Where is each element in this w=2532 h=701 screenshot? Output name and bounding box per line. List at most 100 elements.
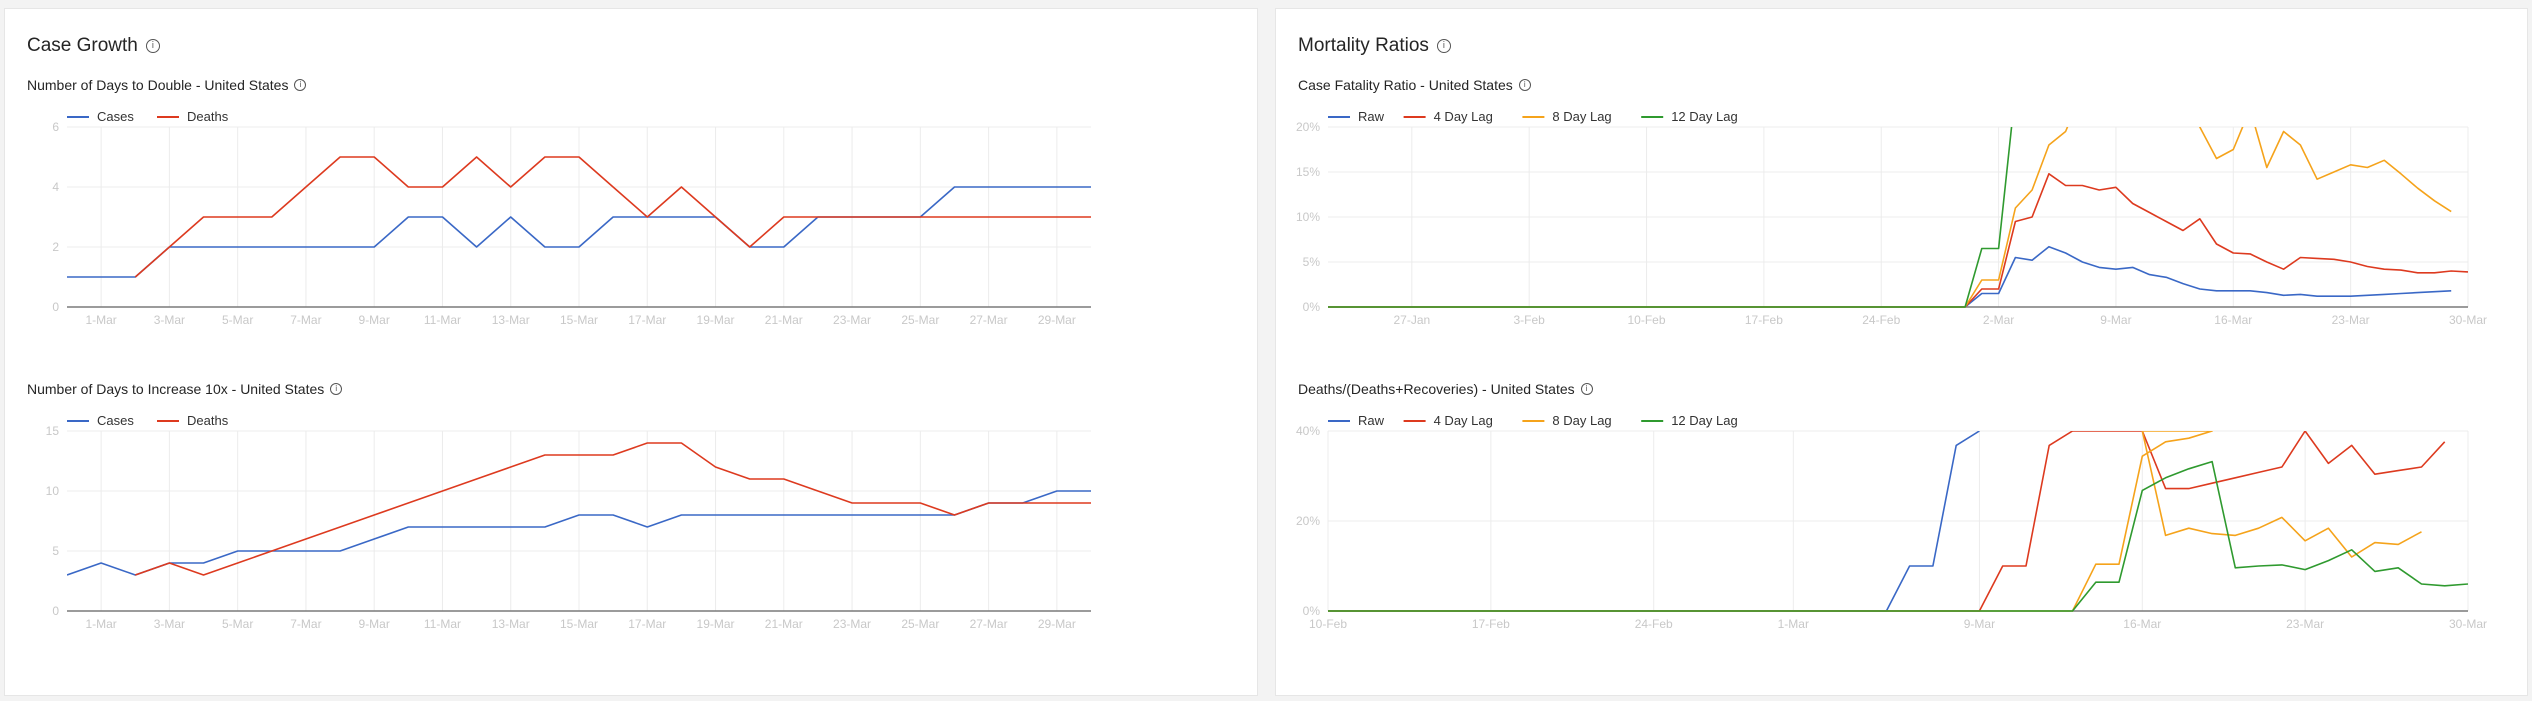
- x-tick-label: 9-Mar: [359, 313, 390, 327]
- y-tick-label: 4: [52, 180, 59, 194]
- x-tick-label: 17-Mar: [628, 617, 666, 631]
- x-tick-label: 9-Mar: [2100, 313, 2131, 327]
- x-tick-label: 19-Mar: [697, 617, 735, 631]
- series-line-raw[interactable]: [1328, 245, 2452, 308]
- series-line-cases[interactable]: [67, 186, 1125, 278]
- series-line-12-day-lag[interactable]: [1328, 91, 2015, 308]
- series-line-deaths[interactable]: [135, 442, 1091, 576]
- legend-item-8-day-lag[interactable]: 8 Day Lag: [1522, 413, 1612, 428]
- x-tick-label: 3-Feb: [1513, 313, 1545, 327]
- legend-item-raw[interactable]: Raw: [1328, 413, 1385, 428]
- info-icon[interactable]: i: [330, 383, 343, 395]
- legend-item-deaths[interactable]: Deaths: [157, 413, 229, 428]
- y-tick-label: 20%: [1296, 120, 1320, 134]
- chart-title-days-to-double: Number of Days to Double - United States…: [27, 77, 307, 93]
- x-tick-label: 17-Mar: [628, 313, 666, 327]
- y-tick-label: 10%: [1296, 210, 1320, 224]
- x-tick-label: 17-Feb: [1745, 313, 1783, 327]
- y-tick-label: 15: [46, 424, 60, 438]
- info-icon[interactable]: i: [1518, 79, 1531, 91]
- legend-item-deaths[interactable]: Deaths: [157, 109, 229, 124]
- legend-label: Deaths: [187, 413, 229, 428]
- chart-title-case-fatality-ratio: Case Fatality Ratio - United States i: [1298, 77, 1531, 93]
- info-icon[interactable]: i: [1436, 39, 1451, 53]
- series-line-8-day-lag[interactable]: [1328, 431, 2422, 612]
- x-tick-label: 27-Jan: [1393, 313, 1430, 327]
- legend-item-raw[interactable]: Raw: [1328, 109, 1385, 124]
- y-tick-label: 0: [52, 604, 59, 618]
- series-line-cases[interactable]: [67, 490, 1125, 576]
- info-icon[interactable]: i: [294, 79, 307, 91]
- legend-item-12-day-lag[interactable]: 12 Day Lag: [1641, 413, 1738, 428]
- y-tick-label: 5%: [1303, 255, 1321, 269]
- legend-item-cases[interactable]: Cases: [67, 109, 134, 124]
- x-tick-label: 16-Mar: [2123, 617, 2161, 631]
- x-tick-label: 3-Mar: [154, 313, 185, 327]
- info-icon[interactable]: i: [145, 39, 160, 53]
- legend-label: 12 Day Lag: [1671, 413, 1738, 428]
- y-tick-label: 20%: [1296, 514, 1320, 528]
- x-tick-label: 23-Mar: [2332, 313, 2370, 327]
- x-tick-label: 2-Mar: [1983, 313, 2014, 327]
- x-tick-label: 11-Mar: [424, 313, 461, 327]
- x-tick-label: 11-Mar: [424, 617, 461, 631]
- mortality-ratios-panel: Mortality Ratios i Case Fatality Ratio -…: [1275, 8, 2528, 696]
- y-tick-label: 40%: [1296, 424, 1320, 438]
- x-tick-label: 13-Mar: [492, 617, 530, 631]
- legend-label: 4 Day Lag: [1434, 413, 1493, 428]
- series-line-deaths[interactable]: [134, 156, 1125, 278]
- legend-label: Deaths: [187, 109, 229, 124]
- legend-label: Raw: [1358, 413, 1385, 428]
- x-tick-label: 27-Mar: [970, 313, 1008, 327]
- x-tick-label: 29-Mar: [1038, 617, 1076, 631]
- series-line-4-day-lag[interactable]: [1328, 431, 2446, 612]
- x-tick-label: 5-Mar: [222, 617, 253, 631]
- x-tick-label: 24-Feb: [1862, 313, 1900, 327]
- days-to-10x-chart[interactable]: 0 5 10 15 1-Mar 3-Mar 5-Mar 7-Mar 9-Mar 11-Mar 13-…: [5, 409, 1259, 631]
- x-tick-label: 23-Mar: [833, 617, 871, 631]
- y-tick-label: 6: [52, 120, 59, 134]
- series-line-12-day-lag[interactable]: [1328, 460, 2491, 612]
- y-tick-label: 10: [46, 484, 60, 498]
- y-tick-label: 2: [52, 240, 59, 254]
- legend-item-4-day-lag[interactable]: 4 Day Lag: [1403, 109, 1493, 124]
- x-tick-label: 1-Mar: [85, 313, 116, 327]
- x-tick-label: 23-Mar: [833, 313, 871, 327]
- x-tick-label: 29-Mar: [1038, 313, 1076, 327]
- x-tick-label: 27-Mar: [970, 617, 1008, 631]
- legend-item-12-day-lag[interactable]: 12 Day Lag: [1641, 109, 1738, 124]
- legend-label: 8 Day Lag: [1552, 413, 1611, 428]
- x-tick-label: 30-Mar: [2449, 617, 2487, 631]
- series-line-4-day-lag[interactable]: [1328, 173, 2468, 308]
- legend-item-4-day-lag[interactable]: 4 Day Lag: [1403, 413, 1493, 428]
- x-tick-label: 21-Mar: [765, 617, 803, 631]
- panel-title-mortality-ratios: Mortality Ratios i: [1298, 35, 1451, 57]
- legend-label: Cases: [97, 413, 134, 428]
- case-growth-panel: Case Growth i Number of Days to Double -…: [4, 8, 1258, 696]
- chart-title-days-to-10x: Number of Days to Increase 10x - United …: [27, 381, 343, 397]
- days-to-double-chart[interactable]: 0 2 4 6 1-Mar 3-Mar 5-Mar 7-Mar 9-Mar 11-Mar 13-Ma…: [5, 105, 1259, 327]
- legend-label: 12 Day Lag: [1671, 109, 1738, 124]
- x-tick-label: 15-Mar: [560, 617, 598, 631]
- x-tick-label: 25-Mar: [901, 313, 939, 327]
- legend-item-cases[interactable]: Cases: [67, 413, 134, 428]
- x-tick-label: 10-Feb: [1628, 313, 1666, 327]
- x-tick-label: 3-Mar: [154, 617, 185, 631]
- x-tick-label: 7-Mar: [290, 617, 321, 631]
- deaths-over-resolved-chart[interactable]: 0% 20% 40% 10-Feb 17-Feb 24-Feb 1-Mar 9-Mar 16-M…: [1276, 409, 2529, 631]
- series-line-8-day-lag[interactable]: [1328, 91, 2452, 308]
- legend-item-8-day-lag[interactable]: 8 Day Lag: [1522, 109, 1612, 124]
- x-tick-label: 25-Mar: [901, 617, 939, 631]
- x-tick-label: 19-Mar: [697, 313, 735, 327]
- info-icon[interactable]: i: [1580, 383, 1593, 395]
- x-tick-label: 7-Mar: [290, 313, 321, 327]
- x-tick-label: 10-Feb: [1309, 617, 1347, 631]
- panel-title-case-growth: Case Growth i: [27, 35, 160, 57]
- legend-label: 8 Day Lag: [1552, 109, 1611, 124]
- case-fatality-ratio-chart[interactable]: 0% 5% 10% 15% 20% 27-Jan 3-Feb 10-Feb 17-Feb 24-F…: [1276, 105, 2529, 327]
- x-tick-label: 9-Mar: [359, 617, 390, 631]
- x-tick-label: 23-Mar: [2286, 617, 2324, 631]
- legend-label: Cases: [97, 109, 134, 124]
- x-tick-label: 1-Mar: [85, 617, 116, 631]
- chart-title-deaths-over-resolved: Deaths/(Deaths+Recoveries) - United Stat…: [1298, 381, 1593, 397]
